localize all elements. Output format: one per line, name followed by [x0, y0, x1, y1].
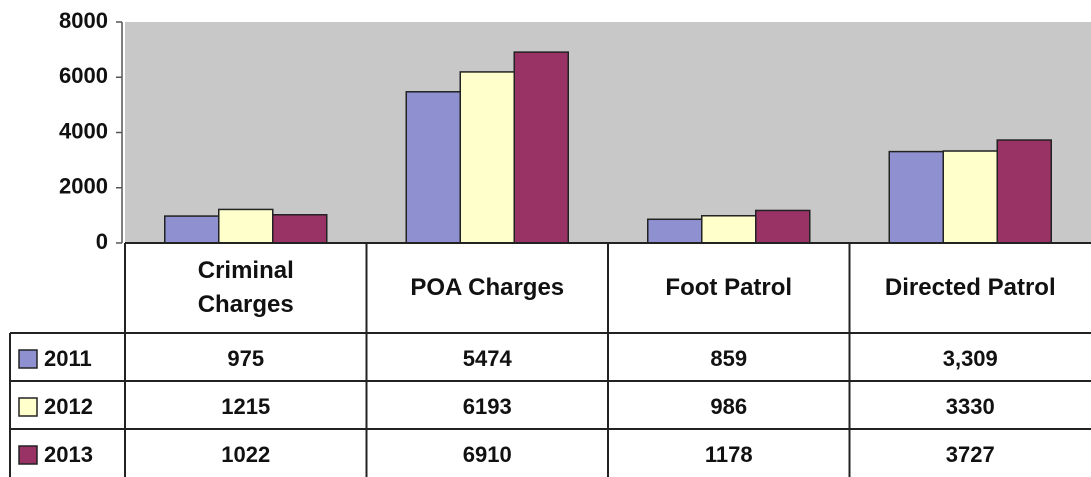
y-tick-label: 0 [96, 229, 108, 254]
bar [164, 215, 220, 244]
bar [996, 139, 1052, 244]
table-value: 859 [710, 346, 747, 371]
legend-label: 2013 [44, 442, 93, 467]
table-value: 3727 [946, 442, 995, 467]
bar [405, 91, 461, 244]
table-value: 1022 [221, 442, 270, 467]
table-value: 3,309 [943, 346, 998, 371]
table-value: 3330 [946, 394, 995, 419]
table-value: 1178 [705, 442, 753, 467]
bar [647, 218, 703, 244]
y-tick-label: 6000 [59, 63, 108, 88]
table-value: 5474 [463, 346, 513, 371]
bar [513, 51, 569, 244]
category-label: Foot Patrol [665, 274, 793, 302]
category-label: POA Charges [410, 274, 565, 302]
legend-label: 2012 [44, 394, 93, 419]
legend-swatch [18, 349, 38, 369]
bar [701, 215, 757, 244]
bar [459, 71, 515, 244]
bar [888, 150, 944, 244]
column-header: Foot Patrol [665, 274, 793, 302]
column-header: Directed Patrol [884, 274, 1056, 302]
legend-swatch [18, 445, 38, 465]
category-label: Directed Patrol [884, 274, 1056, 302]
table-value: 975 [227, 346, 264, 371]
legend-label: 2011 [44, 346, 92, 371]
bar [942, 150, 998, 244]
legend-swatch [18, 397, 38, 417]
table-value: 1215 [221, 394, 270, 419]
column-header: Criminal Charges [197, 257, 294, 318]
category-label: Criminal Charges [197, 257, 294, 318]
bar [755, 209, 811, 244]
y-tick-label: 2000 [59, 174, 108, 199]
table-value: 6910 [463, 442, 512, 467]
table-value: 986 [710, 394, 747, 419]
column-header: POA Charges [410, 274, 565, 302]
y-tick-label: 8000 [59, 8, 108, 33]
bar [272, 214, 328, 244]
y-tick-label: 4000 [59, 118, 108, 143]
table-value: 6193 [463, 394, 512, 419]
bar [218, 208, 274, 244]
